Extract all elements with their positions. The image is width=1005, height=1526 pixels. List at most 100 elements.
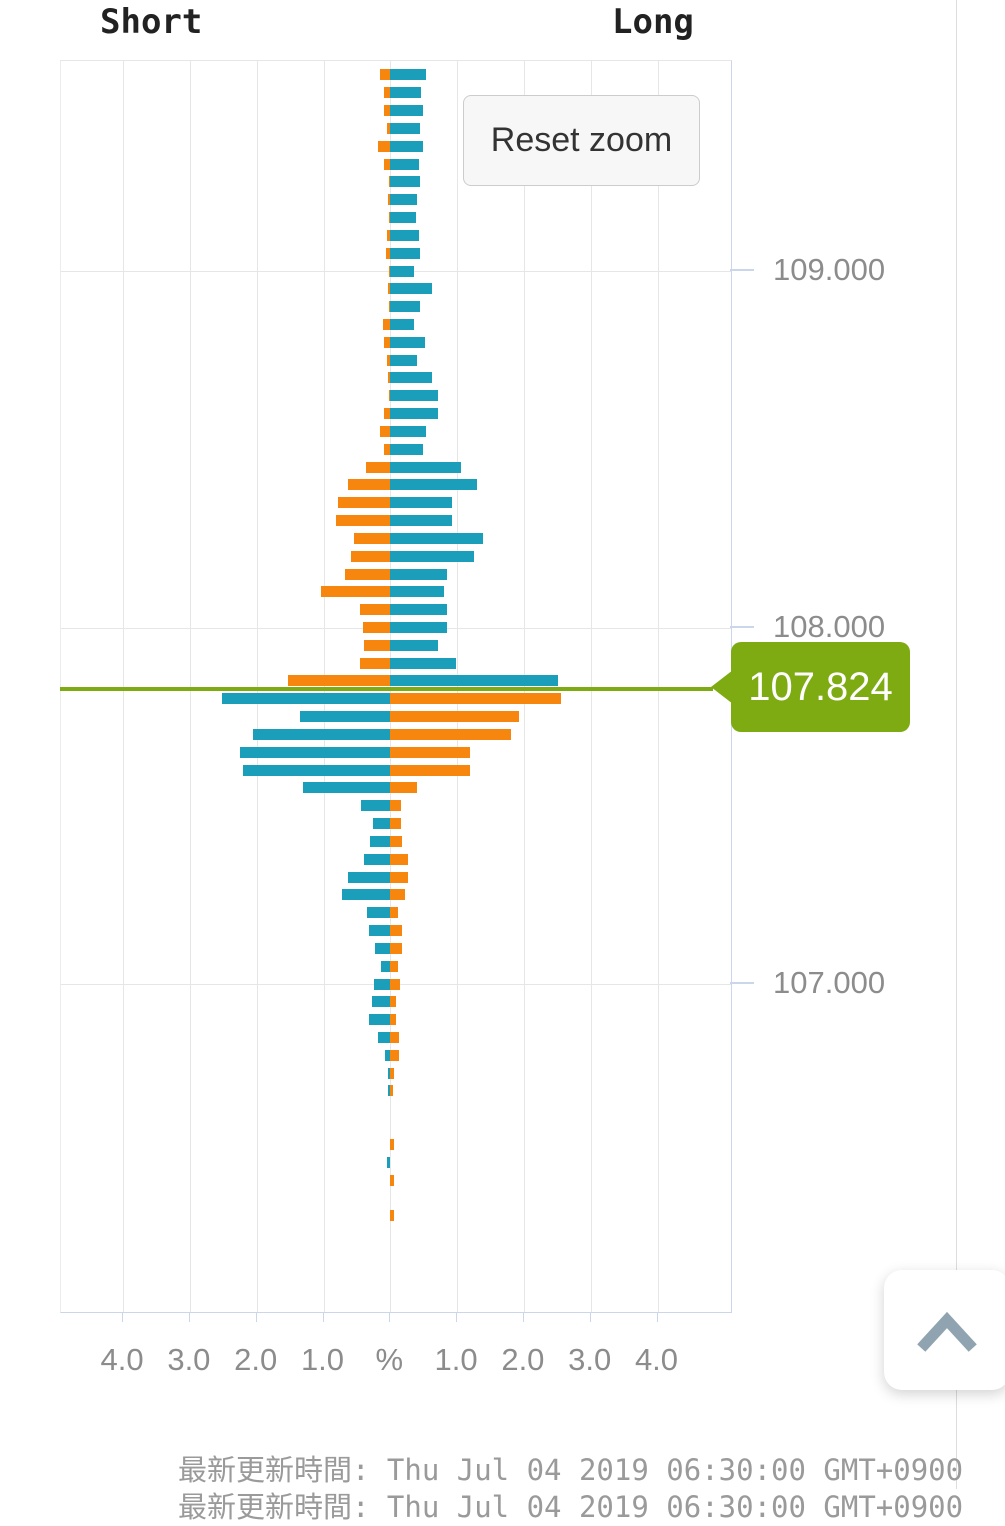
long-bar[interactable] [390, 746, 471, 758]
chart-plot-area[interactable] [60, 60, 732, 1313]
long-bar[interactable] [390, 800, 401, 812]
short-bar[interactable] [387, 372, 391, 384]
long-bar[interactable] [390, 657, 456, 669]
long-bar[interactable] [390, 354, 418, 366]
short-bar[interactable] [374, 942, 391, 954]
short-bar[interactable] [350, 550, 391, 562]
long-bar[interactable] [390, 122, 421, 134]
short-bar[interactable] [378, 1031, 391, 1043]
long-bar[interactable] [390, 960, 398, 972]
long-bar[interactable] [390, 711, 519, 723]
long-bar[interactable] [390, 764, 470, 776]
short-bar[interactable] [387, 194, 391, 206]
reset-zoom-button[interactable]: Reset zoom [463, 95, 700, 186]
short-bar[interactable] [383, 87, 391, 99]
long-bar[interactable] [390, 853, 408, 865]
long-bar[interactable] [390, 372, 432, 384]
short-bar[interactable] [386, 229, 391, 241]
short-bar[interactable] [388, 283, 391, 295]
short-bar[interactable] [221, 693, 391, 705]
short-bar[interactable] [360, 657, 391, 669]
long-bar[interactable] [390, 461, 462, 473]
short-bar[interactable] [348, 479, 391, 491]
long-bar[interactable] [390, 1085, 393, 1097]
long-bar[interactable] [390, 532, 484, 544]
short-bar[interactable] [335, 515, 391, 527]
short-bar[interactable] [387, 1067, 391, 1079]
short-bar[interactable] [388, 212, 391, 224]
short-bar[interactable] [368, 1014, 391, 1026]
long-bar[interactable] [390, 586, 444, 598]
short-bar[interactable] [348, 871, 391, 883]
short-bar[interactable] [384, 408, 391, 420]
long-bar[interactable] [390, 782, 418, 794]
short-bar[interactable] [354, 532, 391, 544]
long-bar[interactable] [390, 408, 438, 420]
long-bar[interactable] [390, 283, 432, 295]
short-bar[interactable] [341, 889, 391, 901]
long-bar[interactable] [390, 105, 424, 117]
short-bar[interactable] [379, 425, 391, 437]
long-bar[interactable] [390, 140, 424, 152]
short-bar[interactable] [380, 960, 391, 972]
short-bar[interactable] [386, 1156, 391, 1168]
short-bar[interactable] [288, 675, 391, 687]
long-bar[interactable] [390, 265, 414, 277]
short-bar[interactable] [252, 728, 391, 740]
long-bar[interactable] [390, 604, 448, 616]
short-bar[interactable] [386, 354, 391, 366]
long-bar[interactable] [390, 925, 402, 937]
long-bar[interactable] [390, 87, 422, 99]
short-bar[interactable] [366, 907, 391, 919]
long-bar[interactable] [390, 336, 426, 348]
long-bar[interactable] [390, 996, 397, 1008]
long-bar[interactable] [390, 479, 478, 491]
long-bar[interactable] [390, 978, 400, 990]
long-bar[interactable] [390, 1210, 394, 1222]
long-bar[interactable] [390, 176, 421, 188]
long-bar[interactable] [390, 1138, 394, 1150]
short-bar[interactable] [243, 764, 391, 776]
short-bar[interactable] [388, 176, 391, 188]
long-bar[interactable] [390, 835, 402, 847]
long-bar[interactable] [390, 318, 414, 330]
long-bar[interactable] [390, 515, 453, 527]
short-bar[interactable] [363, 853, 391, 865]
long-bar[interactable] [390, 675, 558, 687]
long-bar[interactable] [390, 497, 453, 509]
short-bar[interactable] [303, 782, 391, 794]
short-bar[interactable] [363, 639, 391, 651]
long-bar[interactable] [390, 728, 511, 740]
short-bar[interactable] [320, 586, 391, 598]
short-bar[interactable] [385, 247, 391, 259]
short-bar[interactable] [388, 265, 391, 277]
short-bar[interactable] [388, 390, 391, 402]
long-bar[interactable] [390, 1067, 394, 1079]
long-bar[interactable] [390, 212, 416, 224]
long-bar[interactable] [390, 247, 421, 259]
long-bar[interactable] [390, 942, 402, 954]
long-bar[interactable] [390, 639, 438, 651]
short-bar[interactable] [300, 711, 391, 723]
short-bar[interactable] [382, 318, 391, 330]
short-bar[interactable] [387, 1085, 391, 1097]
short-bar[interactable] [386, 122, 391, 134]
long-bar[interactable] [390, 301, 421, 313]
short-bar[interactable] [372, 996, 391, 1008]
long-bar[interactable] [390, 443, 424, 455]
short-bar[interactable] [369, 835, 391, 847]
short-bar[interactable] [368, 925, 391, 937]
long-bar[interactable] [390, 1049, 399, 1061]
short-bar[interactable] [360, 800, 391, 812]
short-bar[interactable] [384, 443, 391, 455]
short-bar[interactable] [384, 1049, 391, 1061]
short-bar[interactable] [344, 568, 391, 580]
short-bar[interactable] [383, 105, 391, 117]
long-bar[interactable] [390, 229, 420, 241]
long-bar[interactable] [390, 425, 426, 437]
long-bar[interactable] [390, 550, 474, 562]
long-bar[interactable] [390, 158, 420, 170]
long-bar[interactable] [390, 568, 448, 580]
long-bar[interactable] [390, 818, 401, 830]
short-bar[interactable] [383, 336, 391, 348]
